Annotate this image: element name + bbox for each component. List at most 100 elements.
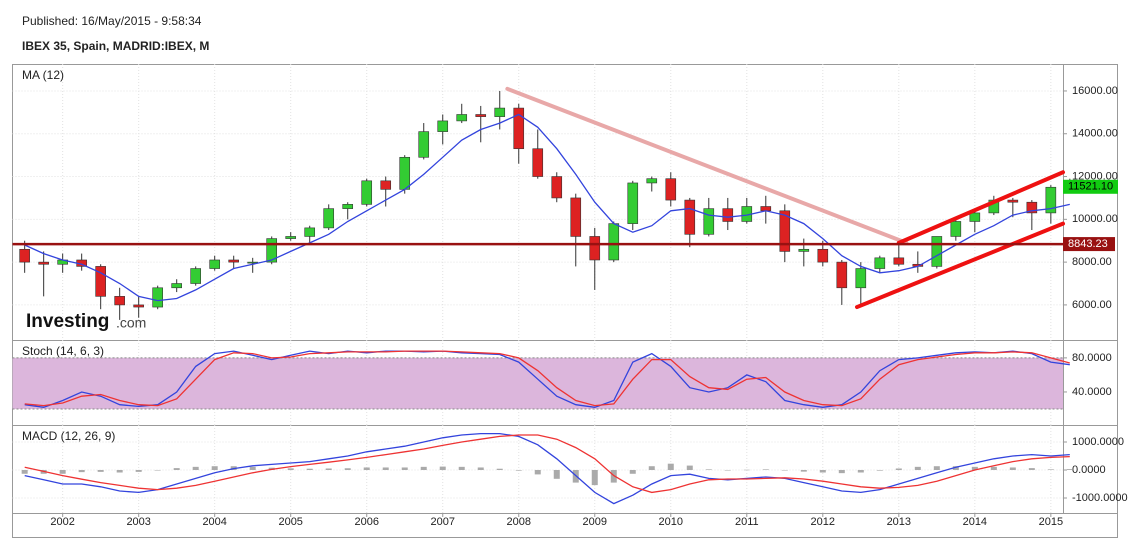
candle-body: [228, 259, 239, 263]
y-tick-label: -1000.0000: [1072, 492, 1128, 504]
x-tick-label: 2009: [583, 516, 607, 528]
x-tick-label: 2003: [126, 516, 150, 528]
histogram-bar: [78, 469, 85, 473]
histogram-bar: [306, 468, 313, 470]
last-price-label: 11521.10: [1068, 181, 1113, 193]
histogram-bar: [781, 469, 788, 471]
histogram-bar: [629, 469, 636, 474]
candle-body: [285, 236, 297, 239]
histogram-bar: [59, 469, 66, 474]
candle-body: [95, 266, 106, 297]
y-tick-label: 1000.0000: [1072, 436, 1124, 448]
candle-body: [798, 248, 810, 252]
histogram-bar: [857, 469, 864, 473]
histogram-bar: [686, 465, 693, 470]
histogram-bar: [648, 466, 655, 470]
trend-line: [896, 170, 1065, 245]
histogram-bar: [800, 469, 807, 472]
candle-body: [418, 131, 430, 158]
candle-body: [342, 204, 354, 209]
histogram-bar: [743, 469, 750, 471]
trend-line: [505, 86, 909, 245]
histogram-bar: [458, 466, 465, 470]
x-tick-label: 2015: [1039, 516, 1063, 528]
x-tick-label: 2010: [659, 516, 683, 528]
histogram-bar: [534, 469, 541, 475]
candle-body: [513, 107, 525, 150]
candle-body: [836, 261, 848, 289]
histogram-bar: [382, 467, 389, 470]
candle-body: [380, 180, 392, 190]
x-tick-label: 2004: [202, 516, 226, 528]
x-tick-label: 2013: [887, 516, 911, 528]
candle-body: [437, 120, 449, 132]
histogram-bar: [287, 468, 294, 470]
candle-body: [38, 261, 49, 265]
published: Published: 16/May/2015 - 9:58:34: [22, 14, 202, 28]
panel-title: MACD (12, 26, 9): [22, 429, 115, 443]
histogram-bar: [420, 466, 427, 470]
histogram-bar: [1028, 468, 1035, 470]
macd-line: [24, 432, 1070, 505]
y-tick-label: 10000.00: [1072, 213, 1118, 225]
x-tick-label: 2014: [963, 516, 987, 528]
candle-body: [779, 210, 791, 252]
histogram-bar: [249, 466, 256, 470]
x-tick-label: 2008: [507, 516, 531, 528]
candle-body: [1026, 201, 1038, 214]
y-tick-label: 14000.00: [1072, 128, 1118, 140]
candle-body: [304, 227, 316, 237]
histogram-bar: [116, 469, 123, 473]
candle-body: [950, 221, 962, 237]
candle-body: [722, 208, 734, 222]
candle-body: [456, 114, 468, 122]
histogram-bar: [952, 466, 959, 470]
histogram-bar: [211, 466, 218, 470]
candle-body: [323, 208, 335, 229]
candle-body: [1045, 186, 1057, 214]
candle-body: [1007, 199, 1019, 203]
histogram-bar: [515, 469, 522, 471]
candle-body: [893, 257, 905, 265]
hline-label-box: [1063, 237, 1115, 252]
histogram-bar: [135, 469, 142, 472]
histogram-bar: [325, 468, 332, 470]
y-tick-label: 80.0000: [1072, 352, 1112, 364]
x-tick-label: 2002: [50, 516, 74, 528]
trend-line: [855, 221, 1065, 310]
histogram-bar: [363, 467, 370, 470]
candle-body: [627, 182, 639, 224]
instrument-title: IBEX 35, Spain, MADRID:IBEX, M: [22, 39, 209, 53]
candle-body: [570, 197, 582, 237]
histogram-bar: [705, 469, 712, 470]
candle-body: [931, 236, 943, 267]
histogram-bar: [876, 469, 883, 471]
histogram-bar: [591, 469, 598, 486]
histogram-bar: [895, 468, 902, 470]
candle-body: [608, 223, 620, 261]
candle-body: [532, 148, 544, 177]
histogram-bar: [97, 469, 104, 472]
candle-body: [551, 176, 563, 199]
x-tick-label: 2006: [354, 516, 378, 528]
candle-body: [703, 208, 715, 235]
candle-body: [190, 268, 201, 284]
x-tick-label: 2011: [735, 516, 759, 528]
histogram-bar: [838, 469, 845, 474]
candle-body: [589, 236, 601, 261]
histogram-bar: [439, 466, 446, 470]
histogram-bar: [477, 467, 484, 470]
y-tick-label: 0.0000: [1072, 464, 1106, 476]
plots: 6000.00 8000.00 10000.00 12000.00 14000.00 16…: [12, 64, 1128, 528]
histogram-bar: [1009, 467, 1016, 470]
histogram-bar: [173, 468, 180, 470]
y-tick-label: 40.0000: [1072, 386, 1112, 398]
histogram-bar: [344, 468, 351, 470]
hline-label: 8843.23: [1068, 238, 1108, 250]
candle-body: [171, 283, 182, 289]
y-tick-label: 16000.00: [1072, 85, 1118, 97]
stoch-line: [24, 350, 1070, 408]
candle-body: [361, 180, 373, 205]
last-price-box: [1063, 179, 1118, 194]
